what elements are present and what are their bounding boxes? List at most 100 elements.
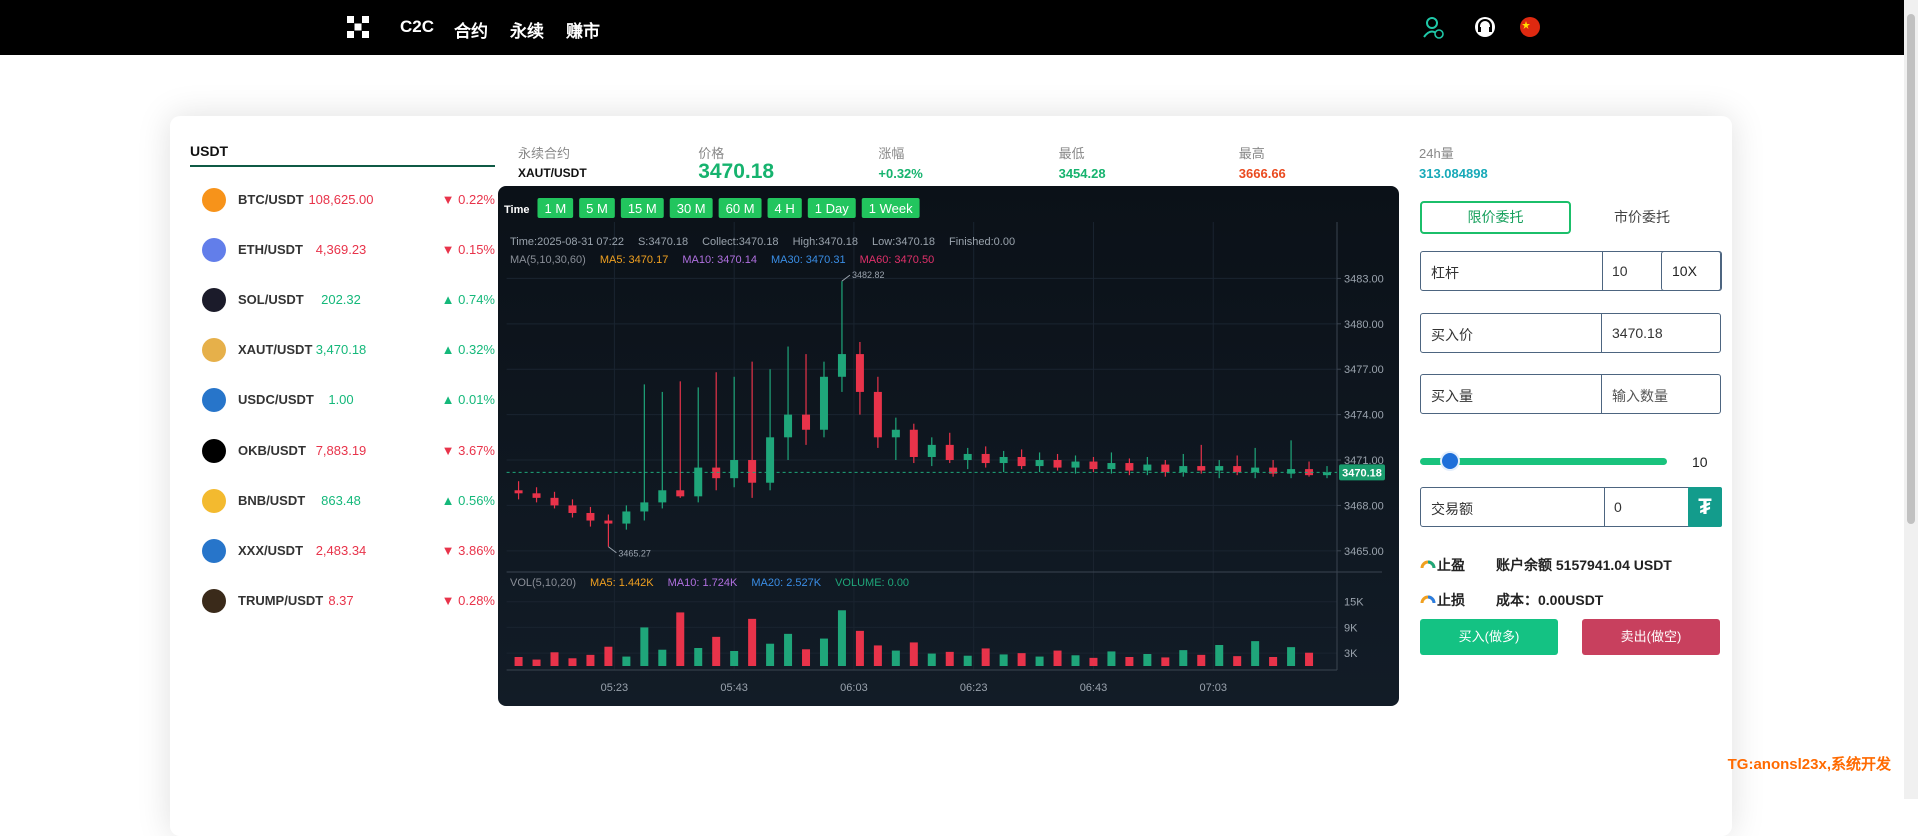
- volume-bar: [1179, 650, 1188, 666]
- market-row[interactable]: XAUT/USDT 3,470.18 ▲ 0.32%: [190, 330, 495, 370]
- market-row[interactable]: OKB/USDT 7,883.19 ▼ 3.67%: [190, 431, 495, 471]
- leverage-input[interactable]: 10: [1612, 263, 1628, 279]
- interval-button[interactable]: 4 H: [767, 198, 802, 218]
- volume-bar: [909, 642, 918, 666]
- candle-body: [514, 490, 523, 494]
- ticker-label: 价格: [698, 146, 725, 161]
- pair-name: BTC/USDT: [238, 192, 304, 207]
- candle-body: [1305, 469, 1314, 476]
- coin-icon: [202, 538, 226, 563]
- candle-body: [963, 453, 972, 461]
- market-row[interactable]: SOL/USDT 202.32 ▲ 0.74%: [190, 280, 495, 320]
- pair-price: 108,625.00: [308, 192, 374, 207]
- pair-name: USDC/USDT: [238, 392, 314, 408]
- market-row[interactable]: XXX/USDT 2,483.34 ▼ 3.86%: [190, 531, 495, 571]
- market-row[interactable]: USDC/USDT 1.00 ▲ 0.01%: [190, 380, 495, 420]
- ma-legend: MA60: 3470.50: [860, 254, 935, 266]
- nav-item[interactable]: 赚市: [566, 22, 600, 41]
- candle-body: [981, 453, 990, 464]
- ticker-label: 最低: [1058, 146, 1085, 161]
- market-row[interactable]: BTC/USDT 108,625.00 ▼ 0.22%: [190, 180, 495, 220]
- tab-market[interactable]: 市价委托: [1614, 209, 1670, 225]
- amount-input[interactable]: 输入数量: [1612, 388, 1668, 404]
- pair-price: 863.48: [321, 492, 361, 508]
- candle-body: [1323, 472, 1332, 476]
- candle-body: [1215, 466, 1224, 471]
- user-icon[interactable]: [1422, 16, 1444, 40]
- field-label: 买入量: [1431, 388, 1473, 404]
- volume-bar: [999, 654, 1008, 666]
- volume-bar: [586, 654, 595, 666]
- volume-bar: [945, 651, 954, 666]
- coin-icon: [202, 488, 226, 513]
- candle-body: [748, 460, 757, 483]
- interval-button[interactable]: 1 Day: [807, 198, 856, 218]
- candle-body: [640, 502, 649, 512]
- candle-body: [604, 520, 613, 524]
- interval-text: 1 Day: [815, 201, 849, 216]
- interval-button[interactable]: 15 M: [620, 198, 664, 218]
- ticker-label: 永续合约: [518, 146, 571, 161]
- language-flag[interactable]: [1519, 16, 1541, 38]
- tab-underline: [190, 165, 495, 167]
- interval-button[interactable]: 60 M: [718, 198, 762, 218]
- volume-bar: [694, 648, 703, 666]
- interval-button[interactable]: 30 M: [669, 198, 713, 218]
- take-profit[interactable]: 止盈: [1437, 557, 1465, 573]
- low-pointer: [608, 546, 617, 554]
- volume-bar: [784, 633, 793, 666]
- volume-bar: [568, 658, 577, 666]
- tab-limit[interactable]: 限价委托: [1420, 201, 1571, 234]
- logo[interactable]: [347, 16, 369, 38]
- stop-loss[interactable]: 止损: [1437, 592, 1465, 608]
- list-tab[interactable]: USDT: [190, 143, 229, 159]
- leverage-unit[interactable]: 10X: [1661, 251, 1722, 291]
- top-bar: [0, 0, 1904, 55]
- x-tick-label: 05:23: [601, 682, 629, 694]
- candle-body: [1143, 464, 1152, 471]
- coin-icon: [202, 438, 226, 463]
- pair-change: ▼ 0.28%: [441, 592, 495, 608]
- pair-change: ▼ 3.67%: [441, 442, 495, 458]
- interval-text: 1 Week: [869, 201, 913, 216]
- pair-name: OKB/USDT: [238, 442, 306, 458]
- candle-body: [1233, 466, 1242, 473]
- nav-item[interactable]: C2C: [400, 17, 435, 36]
- volume-bar: [658, 649, 667, 666]
- candle-body: [1251, 467, 1260, 473]
- slider-knob[interactable]: [1442, 453, 1458, 469]
- volume-bar: [604, 646, 613, 666]
- interval-button[interactable]: 1 M: [537, 198, 574, 218]
- interval-bg: [579, 198, 615, 218]
- total-input[interactable]: 0: [1614, 499, 1622, 515]
- volume-bar: [981, 648, 990, 666]
- price-input[interactable]: 3470.18: [1612, 325, 1663, 341]
- nav-item[interactable]: 永续: [510, 22, 544, 41]
- volume-bar: [1089, 657, 1098, 666]
- buy-button[interactable]: 买入(做多): [1420, 619, 1558, 655]
- support-icon[interactable]: [1474, 16, 1496, 38]
- volume-bar: [1071, 655, 1080, 666]
- ticker-label: 24h量: [1419, 146, 1454, 161]
- scrollbar: [1904, 0, 1918, 799]
- slider-track[interactable]: [1420, 458, 1667, 465]
- candle-body: [802, 414, 811, 430]
- nav-item[interactable]: 合约: [454, 22, 488, 41]
- candle-body: [1107, 463, 1116, 470]
- interval-button[interactable]: 1 Week: [861, 198, 920, 218]
- candle-body: [676, 490, 685, 497]
- interval-button[interactable]: 5 M: [579, 198, 615, 218]
- market-row[interactable]: ETH/USDT 4,369.23 ▼ 0.15%: [190, 230, 495, 270]
- candle-body: [837, 354, 846, 377]
- field-label: 买入价: [1431, 327, 1473, 343]
- candle-body: [1017, 456, 1026, 467]
- ticker-value: 3454.28: [1058, 166, 1106, 181]
- volume-bar: [1035, 656, 1044, 666]
- market-row[interactable]: TRUMP/USDT 8.37 ▼ 0.28%: [190, 581, 495, 621]
- ticker-value: 3666.66: [1238, 166, 1286, 181]
- candle-body: [909, 429, 918, 457]
- high-pointer: [841, 274, 851, 282]
- pair-change: ▼ 0.15%: [441, 242, 495, 258]
- market-row[interactable]: BNB/USDT 863.48 ▲ 0.56%: [190, 481, 495, 521]
- sell-button[interactable]: 卖出(做空): [1582, 619, 1720, 655]
